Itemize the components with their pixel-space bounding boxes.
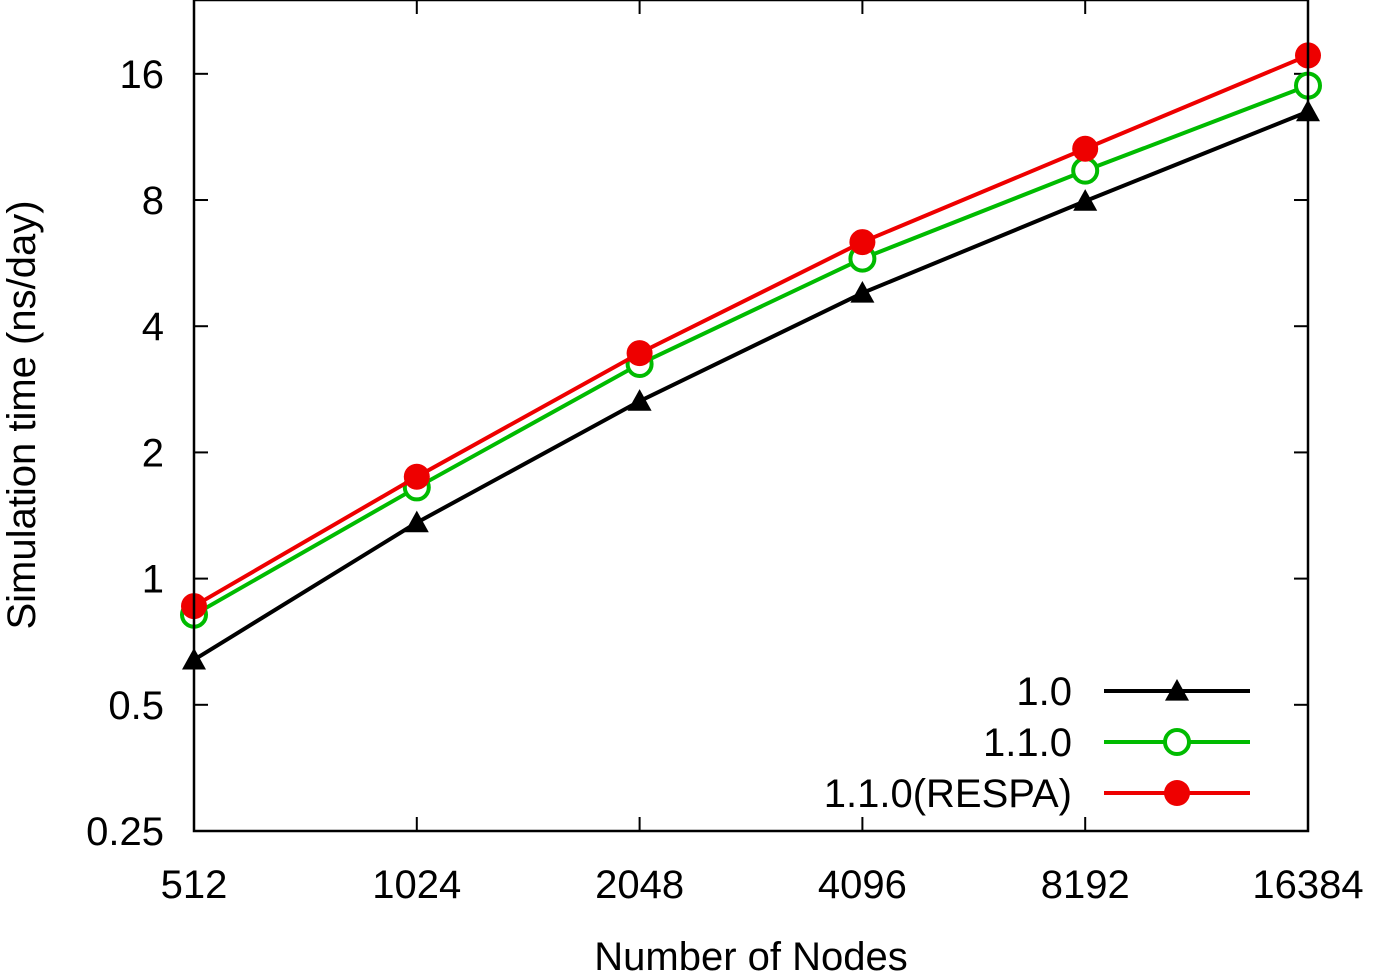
data-point bbox=[850, 281, 875, 303]
x-tick-label: 512 bbox=[161, 863, 228, 907]
data-point bbox=[404, 510, 429, 533]
series-line bbox=[192, 109, 1309, 662]
data-point bbox=[849, 229, 876, 256]
y-tick-label: 8 bbox=[142, 179, 164, 223]
series-line bbox=[192, 53, 1309, 608]
y-tick-label: 4 bbox=[142, 305, 164, 349]
legend-marker bbox=[1163, 728, 1191, 756]
ticks-layer: 512 1024 2048 4096 8192 16384 0.25 0.5 1 2 4 8 16 bbox=[86, 0, 1364, 907]
legend: 1.0 1.1.0 1.1.0(RESPA) bbox=[824, 670, 1250, 816]
data-point bbox=[1071, 156, 1100, 185]
x-tick-label: 1024 bbox=[372, 863, 461, 907]
y-tick-label: 0.25 bbox=[86, 810, 164, 854]
y-tick-label: 1 bbox=[142, 558, 164, 602]
x-tick-label: 4096 bbox=[818, 863, 907, 907]
x-tick-label: 8192 bbox=[1041, 863, 1130, 907]
y-tick-label: 16 bbox=[120, 53, 165, 97]
data-point bbox=[626, 340, 653, 367]
series-layer bbox=[180, 42, 1322, 670]
data-point bbox=[403, 463, 430, 490]
legend-marker bbox=[1165, 679, 1189, 701]
y-axis-title: Simulation time (ns/day) bbox=[0, 200, 44, 629]
y-tick-label: 0.5 bbox=[108, 684, 164, 728]
data-point bbox=[1073, 189, 1098, 211]
legend-label: 1.1.0 bbox=[983, 721, 1072, 765]
legend-marker bbox=[1164, 780, 1190, 806]
x-tick-label: 2048 bbox=[595, 863, 684, 907]
y-tick-label: 2 bbox=[142, 431, 164, 475]
legend-label: 1.0 bbox=[1016, 670, 1072, 714]
data-point bbox=[1072, 135, 1099, 162]
plot-frame bbox=[192, 0, 1310, 833]
x-tick-label: 16384 bbox=[1252, 863, 1363, 907]
x-axis-title: Number of Nodes bbox=[594, 935, 907, 975]
series-line bbox=[193, 83, 1309, 617]
data-point bbox=[627, 389, 652, 411]
legend-label: 1.1.0(RESPA) bbox=[824, 772, 1072, 816]
